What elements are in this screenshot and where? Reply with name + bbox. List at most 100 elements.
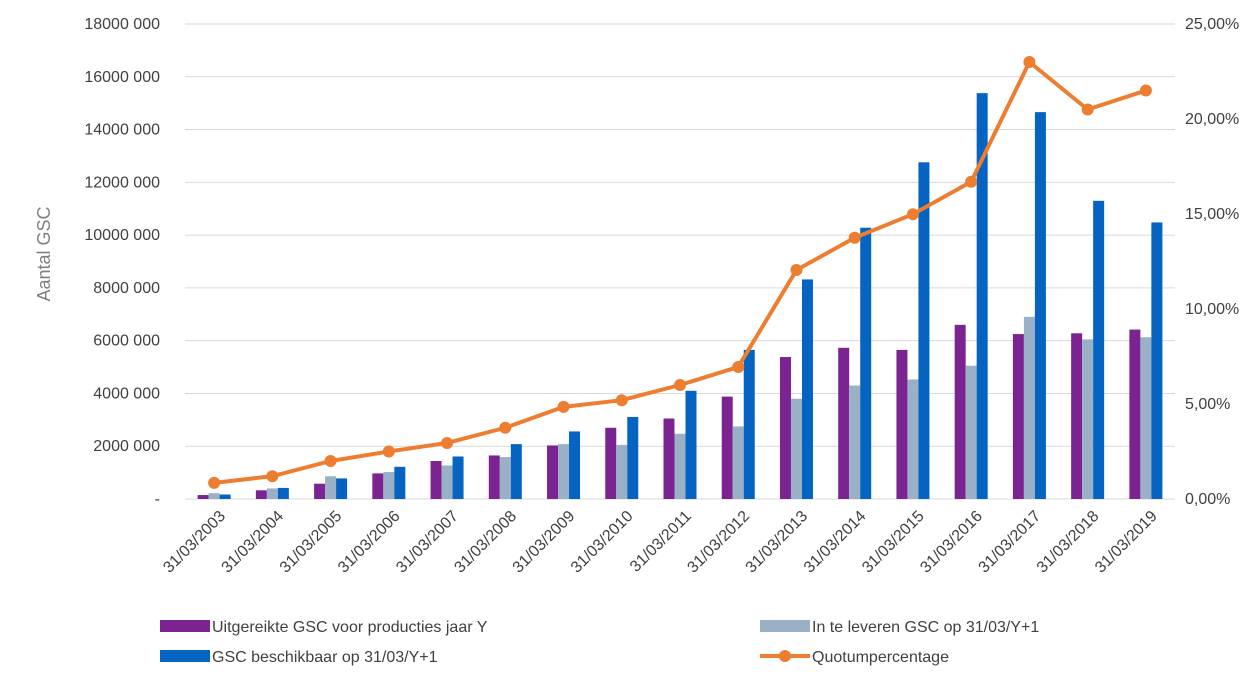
bar [838,347,850,499]
bar [954,324,966,499]
bar [918,162,930,499]
bar [394,466,406,499]
y-left-tick-label: - [155,491,160,508]
bar [743,349,755,499]
legend-marker [779,650,791,662]
y-left-tick-label: 2000 000 [93,438,160,455]
bar [849,385,861,499]
bar [558,444,570,499]
bar [430,461,442,499]
legend: Uitgereikte GSC voor producties jaar Y In… [160,619,1039,666]
bar [790,398,802,499]
bar [277,487,289,499]
x-tick-label: 31/03/2015 [859,508,928,577]
gridlines [185,23,1175,500]
bar [488,455,500,499]
bar-series [197,93,1163,500]
bar [372,473,384,499]
y-left-tick-label: 6000 000 [93,333,160,350]
y-left-tick-label: 14000 000 [84,122,160,139]
y-right-tick-label: 25,00% [1185,16,1239,33]
bar [965,365,977,499]
bar [547,445,559,499]
y-right-tick-label: 15,00% [1185,206,1239,223]
bar [255,490,267,499]
y-left-tick-label: 10000 000 [84,227,160,244]
bar [383,472,395,499]
bar [219,494,231,499]
bar [499,457,511,499]
bar [441,465,453,499]
bar [907,379,919,499]
x-tick-label: 31/03/2007 [393,508,462,577]
line-series [208,56,1152,489]
x-tick-label: 31/03/2003 [160,508,229,577]
line-point [266,470,279,483]
line-point [848,231,861,244]
y-right-tick-label: 20,00% [1185,111,1239,128]
y-right-tick-label: 0,00% [1185,491,1230,508]
y-axis-title: Aantal GSC [34,206,54,301]
line-point [499,421,512,434]
x-tick-label: 31/03/2018 [1034,508,1103,577]
bar [1151,222,1163,499]
bar [896,349,908,499]
legend-swatch [160,620,210,632]
bar [627,416,639,499]
bar [314,483,326,499]
y-right-tick-label: 10,00% [1185,301,1239,318]
bar [779,357,791,499]
bar [1071,333,1083,499]
bar [452,456,464,499]
x-tick-label: 31/03/2006 [335,508,404,577]
line-point [615,394,628,407]
x-tick-label: 31/03/2017 [976,508,1045,577]
bar [266,488,278,499]
line-point [324,455,337,467]
x-tick-label: 31/03/2019 [1092,508,1161,577]
legend-label: In te leveren GSC op 31/03/Y+1 [812,619,1039,636]
line-point [1023,56,1036,68]
line-point [965,175,978,188]
line-point [732,360,745,373]
line-point [790,264,803,277]
bar [1129,329,1141,499]
bar [721,396,733,499]
series-line [213,60,1147,485]
bar [1140,337,1152,499]
line-point [674,379,686,391]
bar [976,93,988,499]
y-left-tick-label: 16000 000 [84,69,160,86]
y-left-tick-label: 12000 000 [84,174,160,191]
bar [1023,316,1035,499]
bar [1093,200,1105,500]
bar [208,493,220,499]
bar [569,431,581,499]
line-point [208,476,221,489]
y-right-tick-label: 5,00% [1185,396,1230,413]
bar [801,279,813,499]
x-tick-label: 31/03/2009 [510,508,579,577]
legend-swatch [160,650,210,662]
line-point [441,436,454,449]
bar [685,390,697,499]
bar [732,426,744,499]
bar [860,227,872,499]
y-left-tick-label: 18000 000 [84,16,160,33]
bar [510,444,522,499]
bar [336,478,348,499]
bar [1012,334,1024,499]
bar [1082,339,1094,499]
x-tick-label: 31/03/2010 [568,508,637,577]
x-tick-label: 31/03/2004 [219,508,288,577]
bar [325,476,337,499]
legend-label: Uitgereikte GSC voor producties jaar Y [212,619,488,636]
legend-label: GSC beschikbaar op 31/03/Y+1 [212,649,438,666]
line-point [1139,84,1152,97]
line-point [557,400,570,413]
bar [197,495,209,499]
line-point [382,445,395,458]
bar [605,427,617,499]
bar [616,444,628,499]
